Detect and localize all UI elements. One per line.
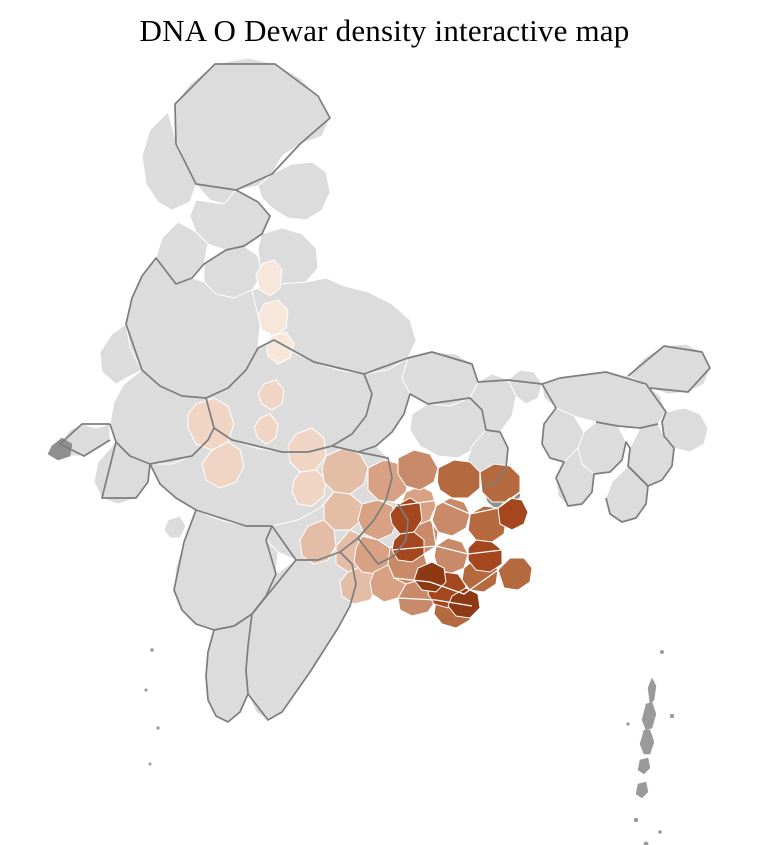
map-base-landmass — [47, 57, 711, 845]
choropleth-level-3[interactable] — [299, 447, 379, 605]
choropleth-level-2[interactable] — [187, 379, 327, 507]
choropleth-level-8[interactable] — [413, 561, 481, 619]
page-title: DNA O Dewar density interactive map — [139, 13, 630, 48]
state-boundaries — [59, 63, 711, 723]
map-container[interactable] — [0, 52, 769, 845]
india-choropleth-map[interactable] — [0, 52, 769, 845]
district-border-overlay — [391, 467, 521, 607]
